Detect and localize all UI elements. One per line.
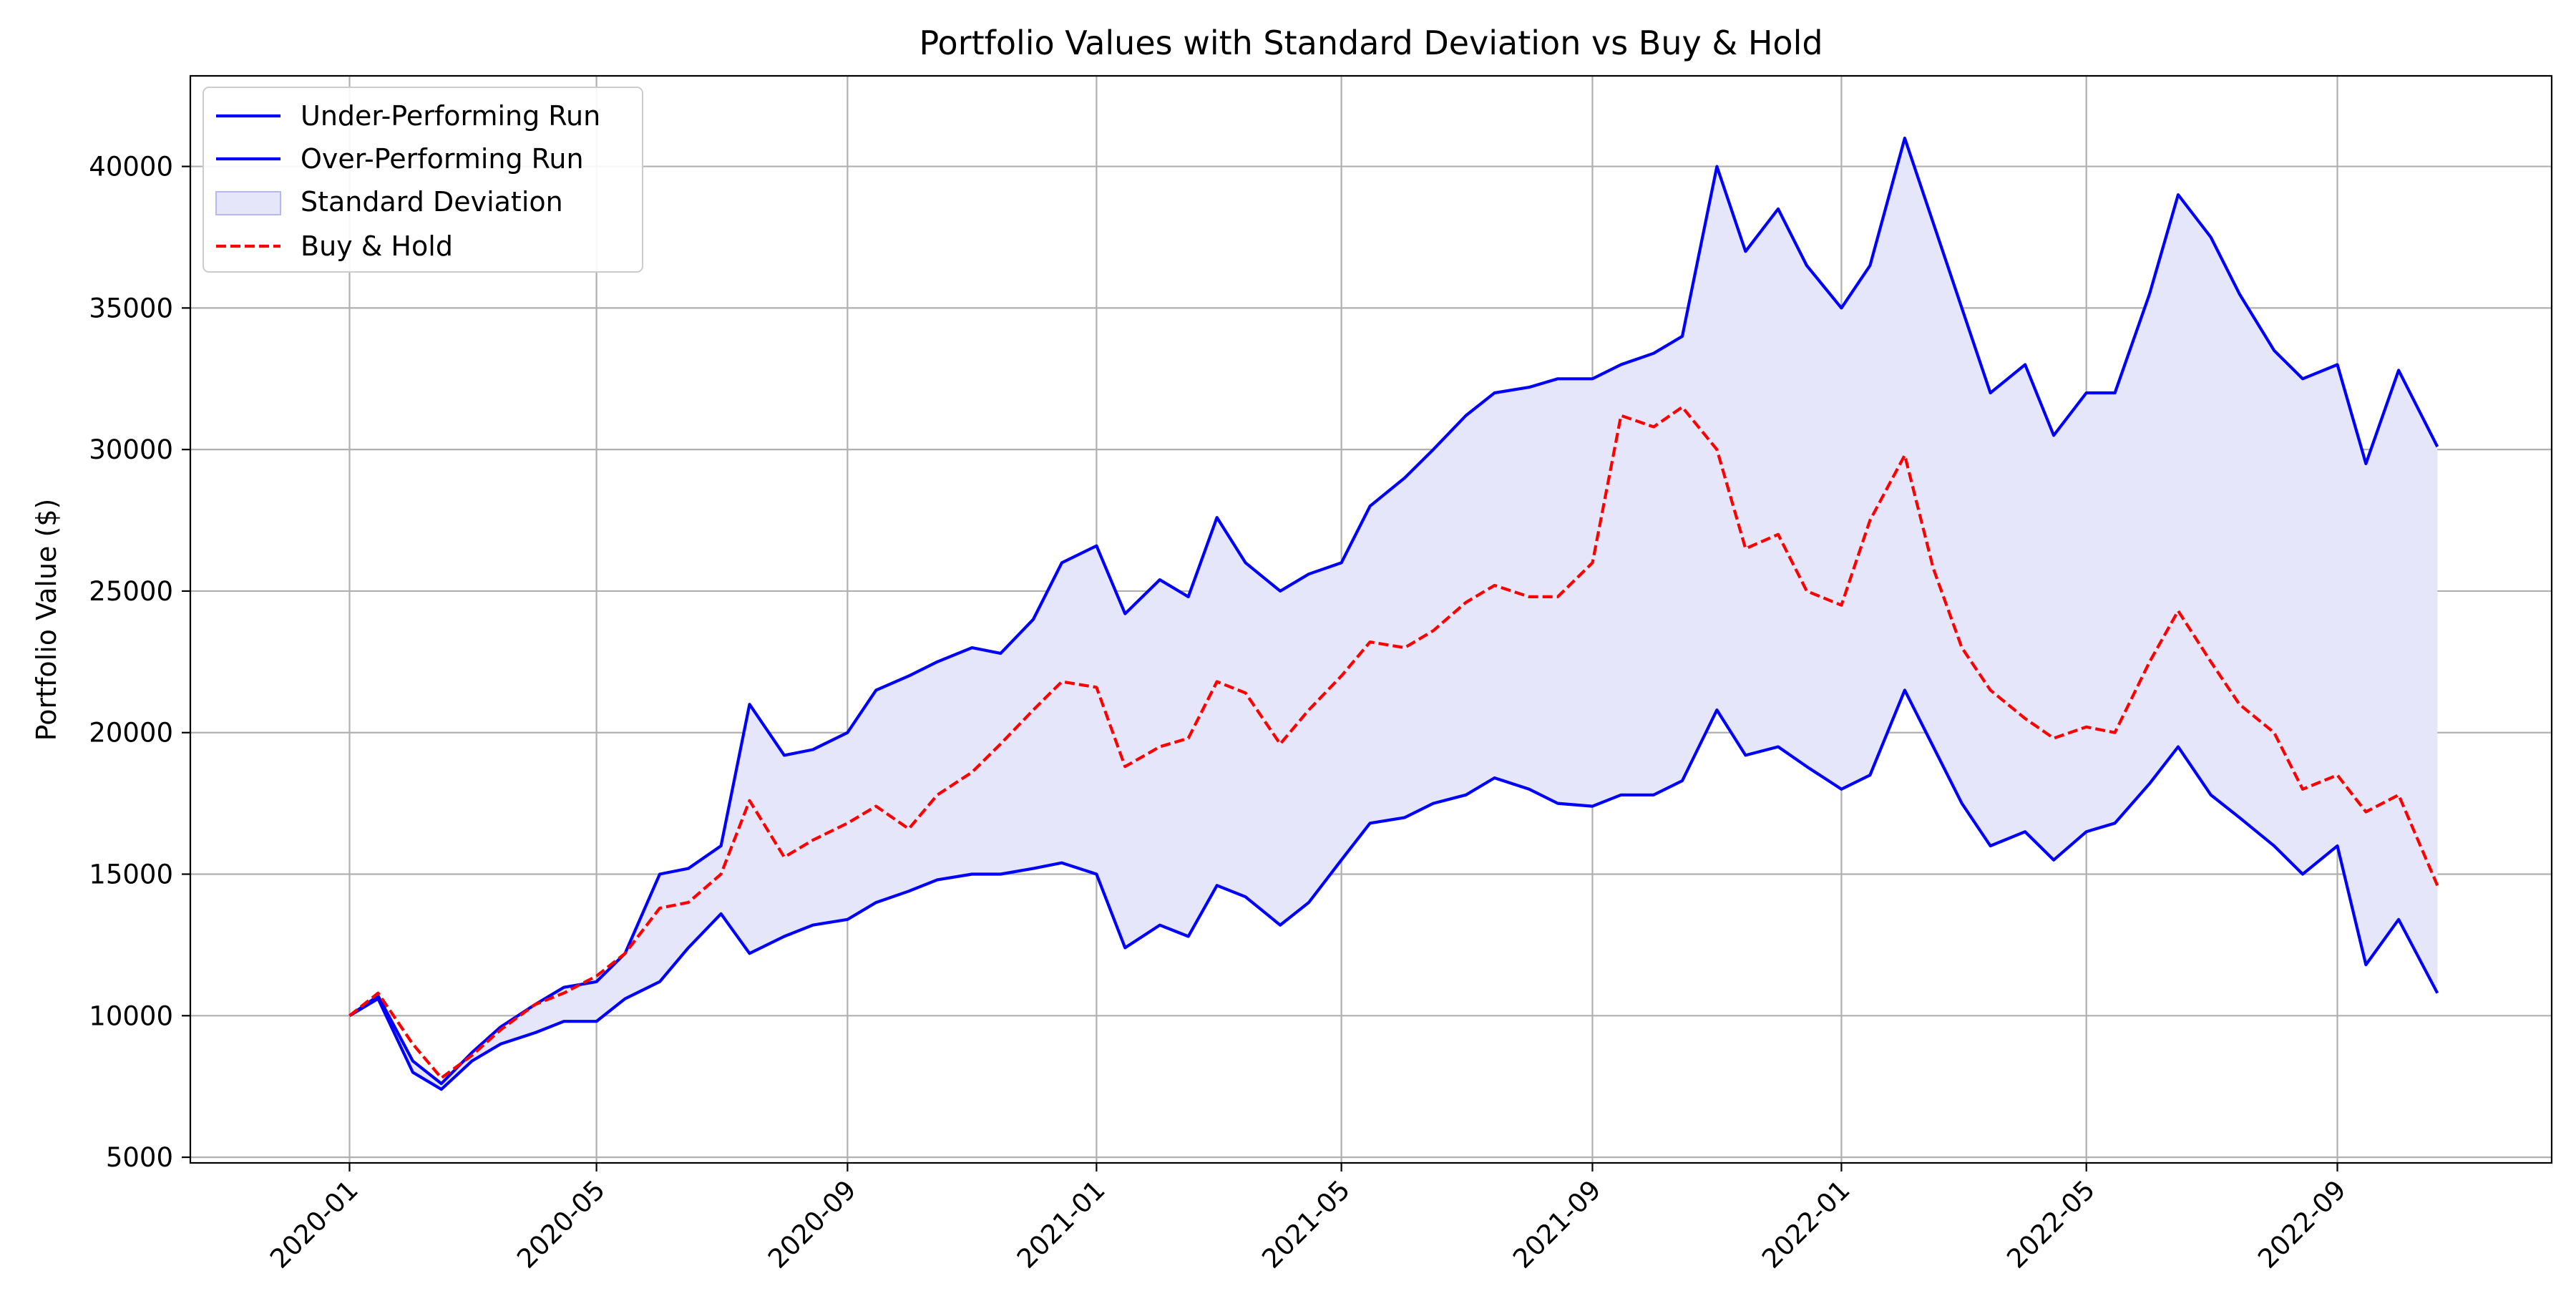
buy-hold-line [348, 405, 2439, 1080]
legend-buy-hold-label: Buy & Hold [301, 230, 453, 262]
over-performing-run-line [348, 136, 2439, 1086]
y-tick-label: 5000 [106, 1142, 173, 1173]
chart-legend: Under-Performing Run Over-Performing Run… [203, 87, 643, 273]
y-tick-label: 10000 [89, 1000, 173, 1031]
chart-title: Portfolio Values with Standard Deviation… [919, 24, 1823, 62]
legend-standard-deviation-label: Standard Deviation [301, 186, 563, 218]
standard-deviation-band-layer [349, 138, 2438, 1090]
legend-box [203, 87, 643, 273]
y-axis-label: Portfolio Value ($) [31, 499, 62, 741]
plot-frame [189, 74, 2553, 1164]
under-performing-run-line [348, 688, 2439, 1091]
y-tick-label: 25000 [89, 576, 173, 607]
y-tick-label: 35000 [89, 293, 173, 323]
y-axis-ticks: 5000 10000 15000 20000 25000 30000 35000 40000 [89, 152, 190, 1173]
legend-standard-deviation-swatch [215, 191, 281, 215]
y-tick-label: 20000 [89, 718, 173, 749]
legend-under-performing-label: Under-Performing Run [301, 100, 600, 132]
standard-deviation-band [349, 138, 2438, 1090]
series-layer [348, 136, 2439, 1091]
y-tick-label: 15000 [89, 859, 173, 890]
legend-over-performing-label: Over-Performing Run [301, 143, 584, 175]
y-tick-label: 40000 [89, 152, 173, 182]
y-tick-label: 30000 [89, 434, 173, 465]
